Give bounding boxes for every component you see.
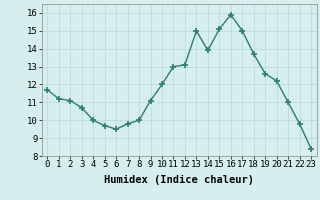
X-axis label: Humidex (Indice chaleur): Humidex (Indice chaleur) xyxy=(104,175,254,185)
